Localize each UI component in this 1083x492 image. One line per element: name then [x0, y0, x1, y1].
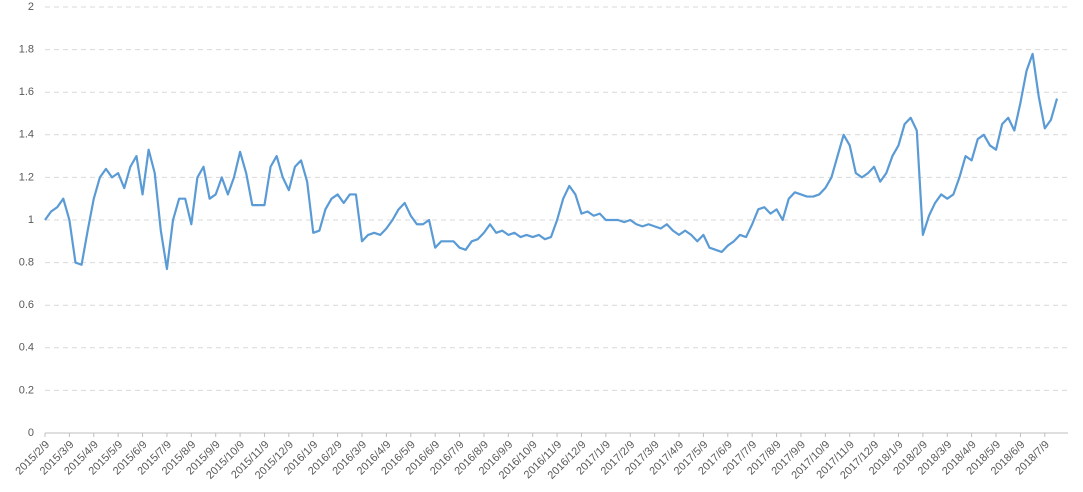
y-tick-label: 0: [28, 427, 34, 439]
y-tick-label: 1: [28, 214, 34, 226]
y-tick-label: 0.6: [19, 299, 34, 311]
y-tick-label: 1.4: [19, 129, 34, 141]
y-tick-label: 0.2: [19, 384, 34, 396]
y-tick-label: 0.4: [19, 342, 34, 354]
y-tick-label: 1.2: [19, 171, 34, 183]
data-line: [44, 52, 1059, 271]
y-tick-label: 1.6: [19, 86, 34, 98]
y-tick-label: 2: [28, 1, 34, 13]
y-tick-label: 1.8: [19, 44, 34, 56]
y-tick-label: 0.8: [19, 257, 34, 269]
